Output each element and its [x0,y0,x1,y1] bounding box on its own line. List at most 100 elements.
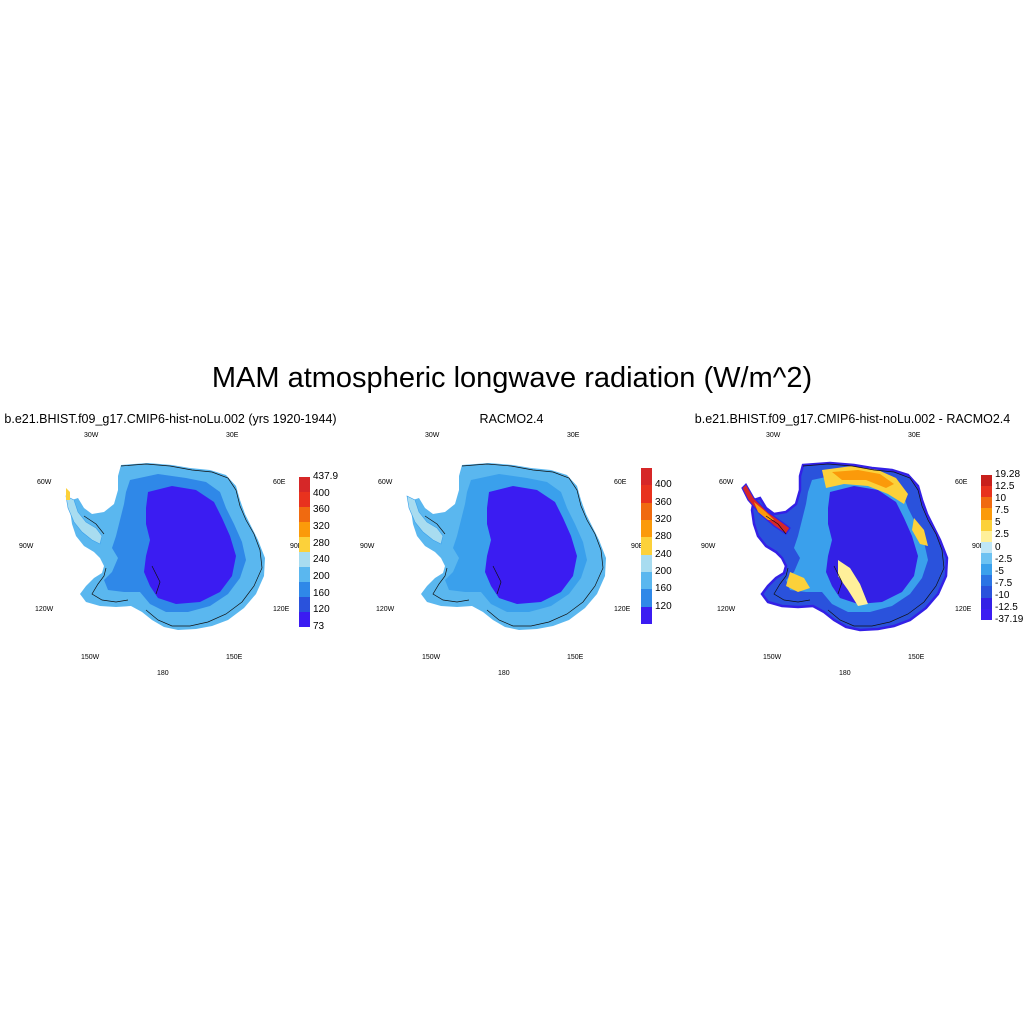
lon-label-30w: 30W [84,432,99,439]
lon-label-150w: 150W [81,654,100,661]
colorbar-swatch [981,597,992,609]
colorbar-swatch [641,571,652,590]
colorbar-label: 120 [313,604,330,616]
positive-anomaly-ross [838,560,868,606]
colorbar-swatch [981,575,992,587]
colorbar-swatch [981,530,992,542]
colorbar-swatch [299,537,310,552]
colorbar-label: 360 [313,504,330,516]
lon-label-150w: 150W [422,654,441,661]
colorbar-label: 12.5 [995,481,1015,493]
colorbar-label: -7.5 [995,577,1013,589]
colorbar-swatch [641,468,652,486]
figure-title: MAM atmospheric longwave radiation (W/m^… [211,362,813,394]
lon-label-60w: 60W [378,479,393,486]
colorbar-label: 19.28 [995,469,1021,480]
lon-label-120e: 120E [614,606,631,613]
colorbar-swatch [299,552,310,567]
colorbar-swatch [981,541,992,553]
colorbar-swatch [981,486,992,498]
lon-label-60e: 60E [955,479,968,486]
lon-label-150e: 150E [908,654,925,661]
lon-label-90e: 90E [972,543,985,550]
lon-label-150w: 150W [763,654,782,661]
lon-label-180: 180 [498,670,510,677]
positive-anomaly-marie-byrd [786,572,810,592]
colorbar-swatch [981,586,992,598]
colorbar-label: 280 [655,531,672,543]
colorbar-swatch [981,564,992,576]
colorbar-label: 7.5 [995,505,1009,517]
lon-label-30e: 30E [908,432,921,439]
colorbar-label: 240 [313,554,330,566]
colorbar-diff [981,475,992,620]
coastline [424,463,604,627]
colorbar-swatch [299,522,310,537]
colorbar-label: 10 [995,493,1007,505]
colorbar-swatch [641,606,652,624]
colorbar-swatch [299,597,310,612]
colorbar-label: -37.19 [995,614,1024,625]
lon-label-90w: 90W [701,543,716,550]
colorbar-label: -5 [995,565,1004,577]
colorbar-swatch [981,519,992,531]
interior-plateau [485,486,577,604]
panel-obs: RACMO2.4 30W 30E 60W 60E 90W 90E 120W 12… [341,408,682,690]
lon-label-120e: 120E [273,606,290,613]
colorbar-swatch [981,475,992,487]
positive-anomaly-east-core [832,470,894,488]
colorbar-label: 400 [313,487,330,499]
colorbar-swatch [299,567,310,582]
colorbar-label: -12.5 [995,601,1018,613]
lon-label-180: 180 [839,670,851,677]
colorbar-label: 2.5 [995,529,1009,541]
peninsula-tip-hot [66,488,70,500]
lon-label-150e: 150E [226,654,243,661]
lon-label-120w: 120W [376,606,395,613]
antarctica-map-model [65,463,265,630]
colorbar-label: 360 [655,496,672,508]
colorbar-swatch [981,497,992,509]
colorbar-swatch [981,552,992,565]
peninsula-anomaly-core [754,502,774,520]
colorbar-label: -10 [995,589,1010,601]
colorbar-swatch [641,589,652,607]
antarctica-map-obs [406,463,606,630]
colorbar-label: 160 [313,587,330,599]
lon-label-120e: 120E [955,606,972,613]
colorbar-label: 0 [995,541,1001,553]
colorbar-label: 5 [995,517,1001,529]
colorbar-label: 73 [313,621,325,632]
colorbar-label: 400 [655,479,672,491]
colorbar-label: 280 [313,537,330,549]
lon-label-30e: 30E [226,432,239,439]
panel-title: b.e21.BHIST.f09_g17.CMIP6-hist-noLu.002 … [694,412,1011,426]
lon-label-30w: 30W [766,432,781,439]
colorbar-swatch [299,582,310,597]
peninsula-region [65,495,103,545]
colorbar-swatch [641,485,652,503]
peninsula-region [406,495,444,545]
coastline [765,463,945,627]
positive-anomaly-wilkes [912,518,928,546]
interior-plateau [144,486,236,604]
colorbar-swatch [981,508,992,520]
lon-label-30w: 30W [425,432,440,439]
colorbar-label: -2.5 [995,553,1013,565]
coastline [83,463,263,627]
colorbar-label: 160 [655,583,672,595]
colorbar-swatch [299,492,310,507]
colorbar-swatch [299,507,310,522]
colorbar-label: 240 [655,548,672,560]
colorbar-swatch [299,612,310,627]
lon-label-60e: 60E [273,479,286,486]
lon-label-150e: 150E [567,654,584,661]
lon-label-90e: 90E [290,543,303,550]
colorbar-swatch [299,477,310,492]
lon-label-90e: 90E [631,543,644,550]
colorbar-label: 320 [655,514,672,525]
lon-label-180: 180 [157,670,169,677]
lon-label-30e: 30E [567,432,580,439]
colorbar-label: 200 [313,571,330,582]
lon-label-60w: 60W [37,479,52,486]
